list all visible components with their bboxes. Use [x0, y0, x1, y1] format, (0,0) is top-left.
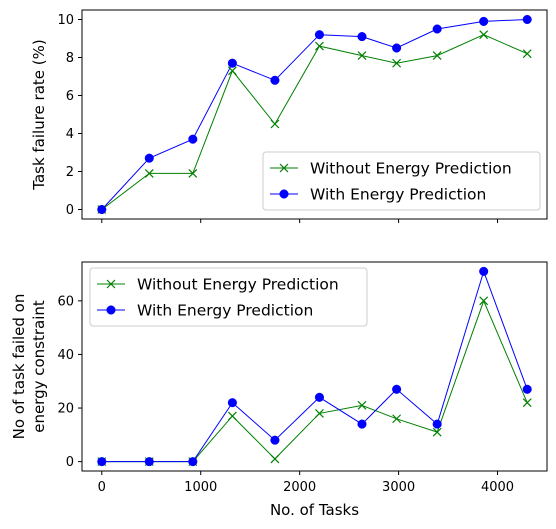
top-series-0-point — [522, 49, 532, 59]
top-series-0-point — [357, 51, 367, 61]
top-axes-frame — [81, 9, 548, 220]
bottom-legend-label-0: Without Energy Prediction — [137, 276, 339, 294]
top-legend-label-0: Without Energy Prediction — [310, 160, 512, 178]
top-series-1-point — [357, 32, 367, 42]
top-series-1-point — [270, 75, 280, 85]
top-series-1-point — [314, 30, 324, 40]
bottom-series-0-point — [315, 408, 324, 418]
bottom-legend-box — [89, 267, 368, 327]
bottom-x-tick-label: 3000 — [382, 480, 415, 495]
top-y-tick-label: 4 — [66, 127, 74, 142]
top-series-0-point — [392, 58, 402, 68]
bottom-y-tick-label: 0 — [66, 455, 74, 470]
bottom-series-0-point — [479, 296, 489, 306]
bottom-y-tick-label: 20 — [57, 402, 74, 417]
top-series-1-point — [227, 58, 237, 68]
top-legend-marker-1 — [279, 189, 289, 199]
bottom-series-0-point — [432, 427, 442, 437]
bottom-series-1-point — [314, 392, 324, 402]
top-y-tick-label: 2 — [66, 165, 74, 180]
bottom-series-1-point — [144, 457, 154, 467]
bottom-series-1-point — [188, 457, 198, 467]
top-chart: 0 2 4 6 8 10 Task failure rate (%) Without En… — [30, 9, 548, 223]
top-series-1-point — [97, 204, 107, 215]
top-legend-marker-0 — [279, 163, 289, 173]
top-y-tick-label: 10 — [57, 13, 74, 28]
top-series-1-point — [188, 134, 198, 144]
bottom-chart: 0 20 40 60 0 1000 2000 3000 4000 No. of Tasks N… — [10, 261, 548, 519]
top-series-1-point — [479, 16, 489, 26]
top-series-0-point — [270, 119, 280, 129]
top-y-tick-label: 8 — [66, 51, 74, 66]
bottom-y-tick-label: 60 — [57, 294, 74, 309]
bottom-series-1-point — [97, 457, 107, 467]
top-series-0-point — [227, 66, 237, 76]
bottom-y-tick-label: 40 — [57, 348, 74, 363]
top-legend-box — [262, 151, 541, 211]
bottom-y-axis-label-line-1: No of task failed on — [10, 294, 28, 440]
bottom-series-0-point — [392, 414, 402, 424]
bottom-series-0-point — [227, 411, 237, 421]
bottom-x-axis-label: No. of Tasks — [270, 501, 359, 519]
top-y-tick-label: 0 — [66, 203, 74, 218]
top-series-0-point — [188, 168, 198, 178]
bottom-legend: Without Energy Prediction With Energy Pre… — [89, 267, 368, 327]
top-y-tick-label: 6 — [66, 89, 74, 104]
bottom-series-1-point — [522, 384, 532, 394]
top-series-1-point — [392, 43, 402, 53]
top-series-0-point — [315, 41, 324, 51]
bottom-series-0-point — [522, 398, 532, 408]
bottom-y-axis-label-line-2: energy constraint — [30, 300, 48, 433]
bottom-series-1-point — [432, 419, 442, 429]
bottom-legend-marker-0 — [106, 279, 116, 289]
bottom-x-tick-label: 4000 — [481, 480, 514, 495]
bottom-legend-label-1: With Energy Prediction — [137, 302, 313, 320]
bottom-series-1-point — [270, 435, 280, 445]
top-legend-label-1: With Energy Prediction — [310, 186, 486, 204]
bottom-axes-frame — [81, 261, 548, 472]
bottom-series-1-point — [357, 419, 367, 429]
bottom-x-tick-label: 2000 — [283, 480, 316, 495]
top-series-1-point — [522, 14, 532, 25]
bottom-series-0-point — [270, 454, 280, 464]
bottom-x-tick-label: 1000 — [184, 480, 217, 495]
bottom-series-1-point — [392, 384, 402, 394]
bottom-x-tick-label: 0 — [98, 480, 106, 495]
top-legend: Without Energy Prediction With Energy Pre… — [262, 151, 541, 211]
bottom-legend-marker-1 — [106, 305, 116, 315]
top-series-0-point — [479, 30, 489, 40]
top-series-1-point — [432, 24, 442, 34]
top-series-0-point — [144, 168, 154, 178]
top-series-1-point — [144, 153, 154, 163]
top-y-axis-label: Task failure rate (%) — [30, 39, 48, 190]
bottom-series-1-point — [479, 266, 489, 276]
bottom-series-0-point — [357, 400, 367, 410]
bottom-series-1-point — [227, 398, 237, 408]
top-series-0-point — [432, 51, 442, 61]
